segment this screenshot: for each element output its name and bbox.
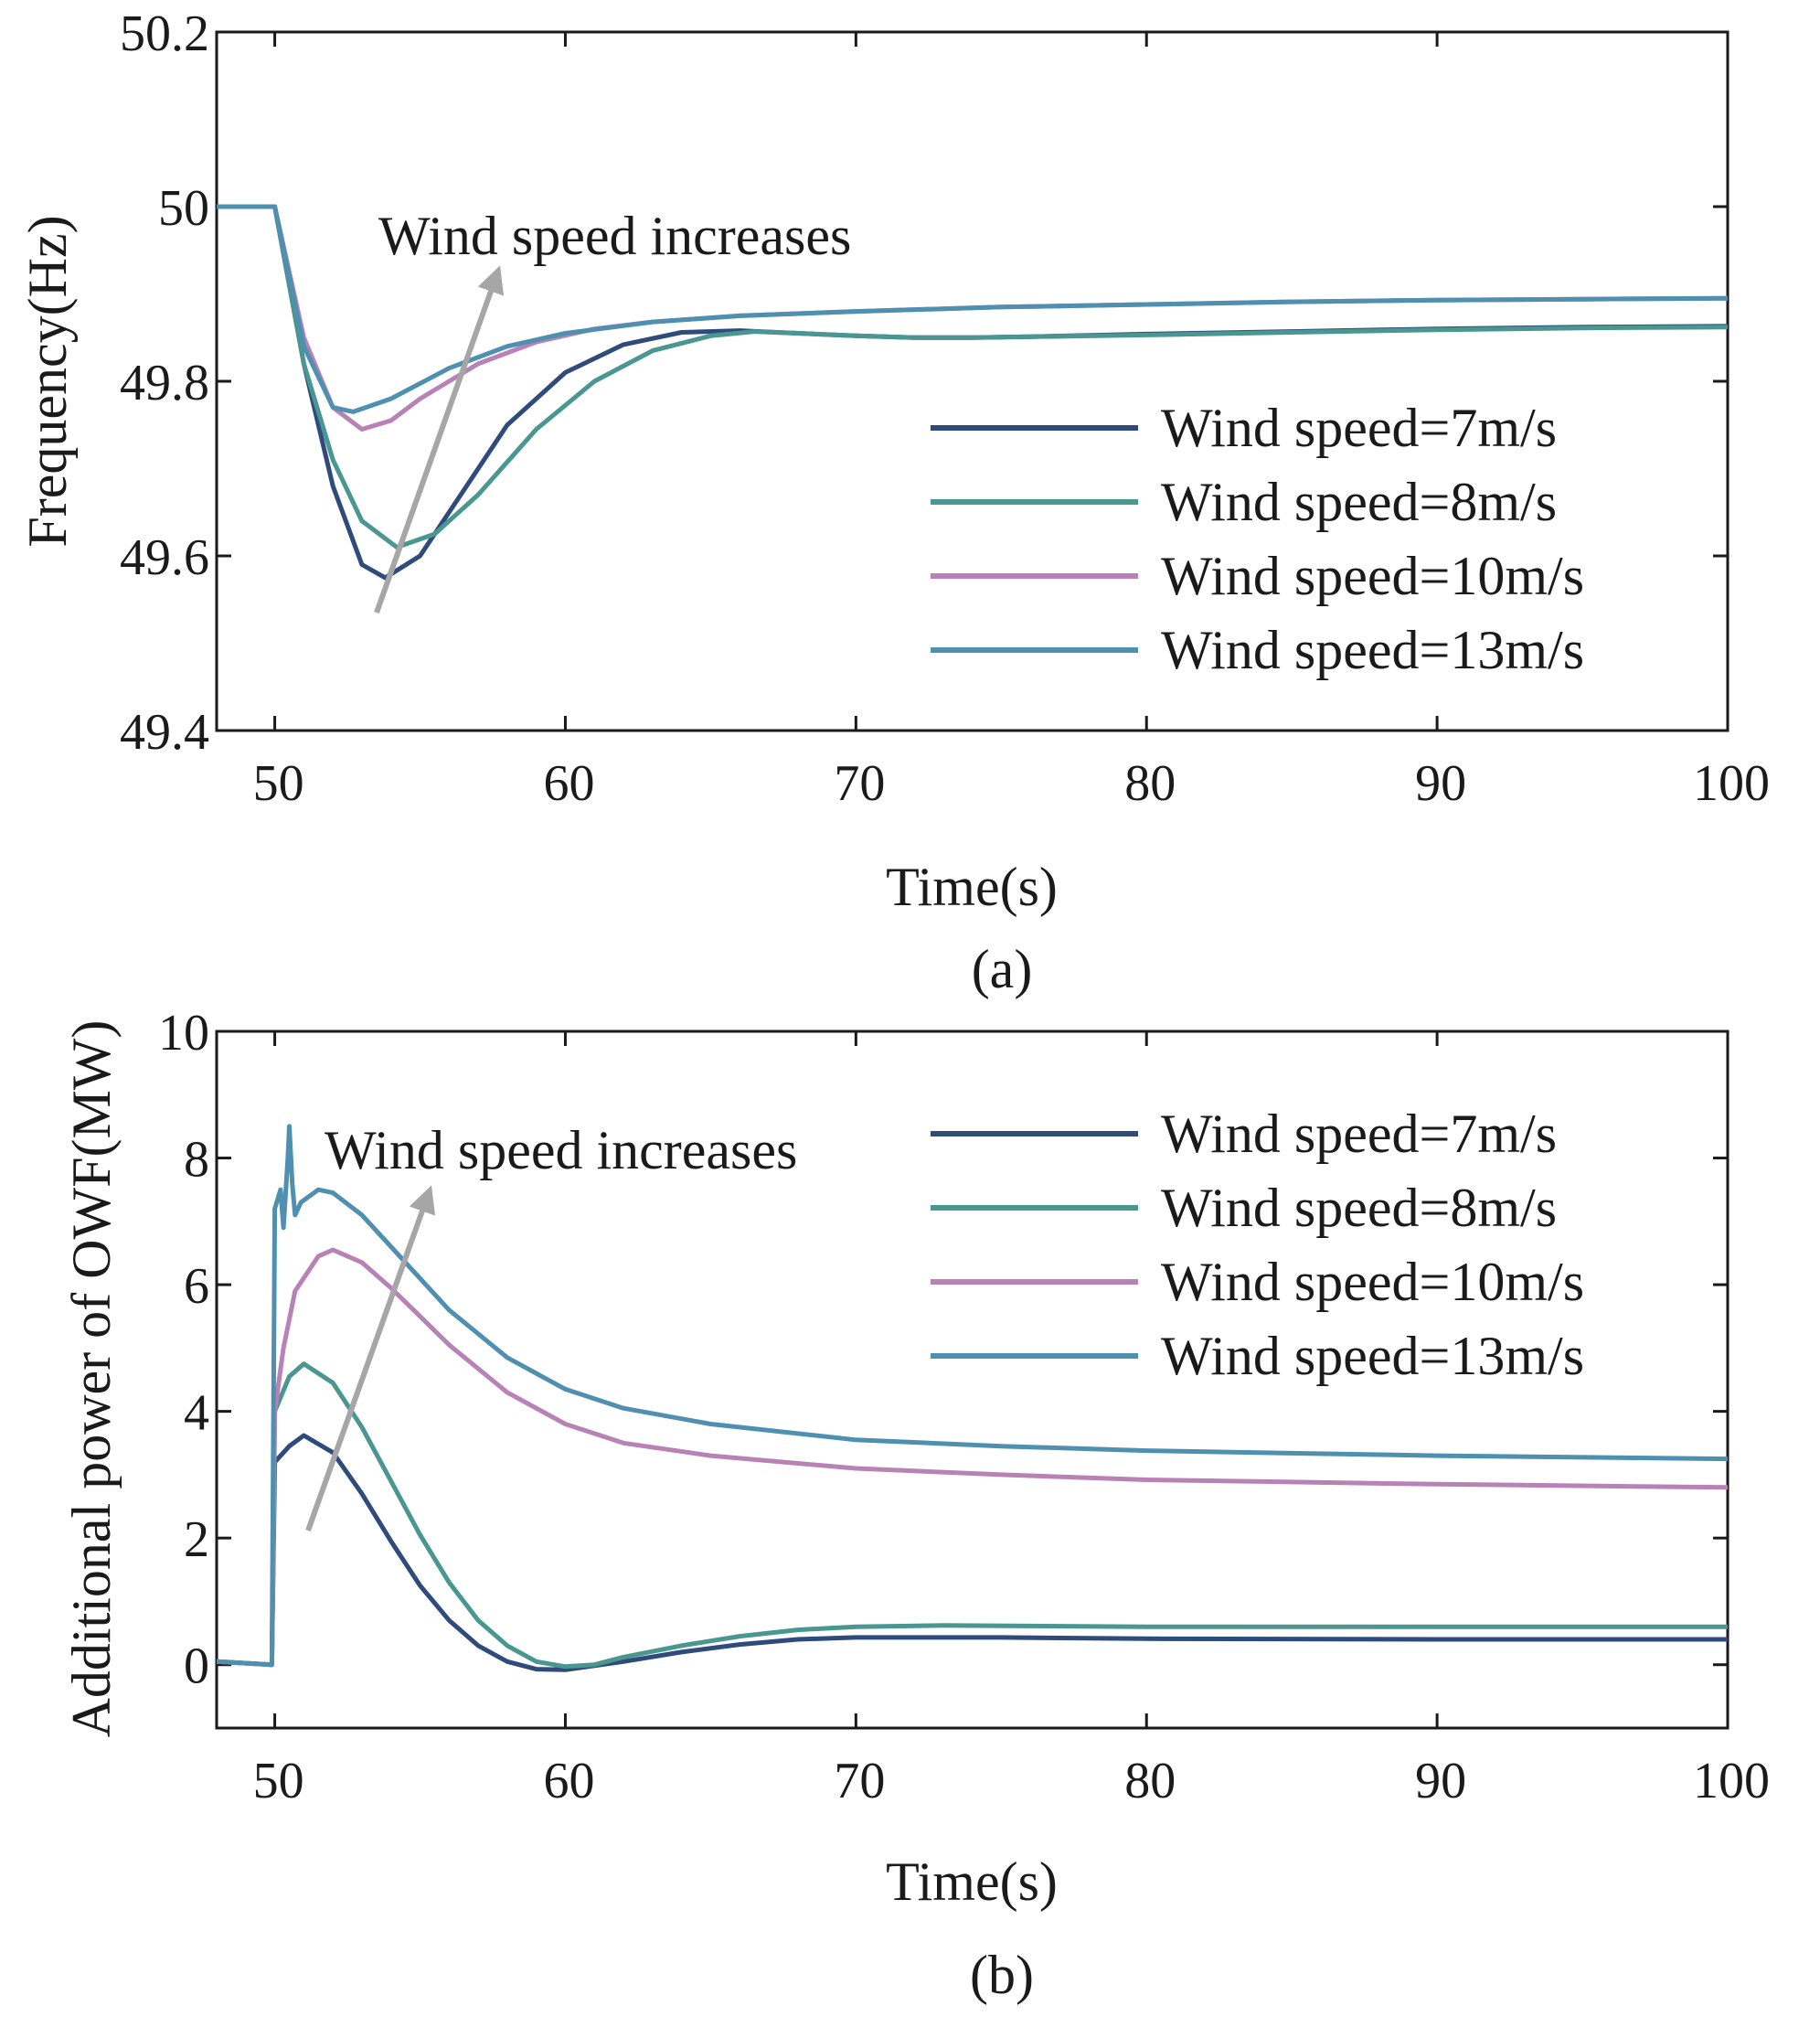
y-tick-label: 10 — [158, 1005, 209, 1062]
caption-a: (a) — [972, 939, 1033, 999]
y-tick-label: 4 — [184, 1385, 209, 1442]
legend-b: Wind speed=7m/s Wind speed=8m/s Wind speed… — [931, 1104, 1584, 1386]
legend-label-3: Wind speed=10m/s — [1161, 1252, 1584, 1312]
y-tick-label: 50.2 — [120, 5, 209, 62]
series-group-b — [217, 1124, 1728, 1672]
legend-label-2: Wind speed=8m/s — [1161, 1178, 1557, 1238]
y-tick-label: 8 — [184, 1132, 209, 1189]
series-group-a — [217, 204, 1728, 581]
y-tick-label: 2 — [184, 1511, 209, 1568]
legend-label-1: Wind speed=7m/s — [1161, 398, 1557, 458]
x-tick-label: 80 — [1124, 1753, 1176, 1809]
ylabel-b: Additional power of OWF(MW) — [61, 1020, 122, 1738]
panel-b: 50 60 70 80 90 100 0 2 4 6 8 10 Wind speed increase… — [61, 1005, 1770, 2005]
y-tick-label: 49.8 — [120, 355, 209, 411]
y-tick-label: 6 — [184, 1258, 209, 1315]
series-line-2 — [217, 204, 1728, 550]
x-tick-label: 60 — [543, 755, 594, 812]
x-tick-label: 50 — [253, 1753, 304, 1809]
x-tick-label: 90 — [1415, 1753, 1466, 1809]
ticks-a: 50 60 70 80 90 100 49.4 49.6 49.8 50 50.2 — [120, 5, 1770, 812]
series-line-3 — [217, 1247, 1728, 1668]
legend-label-4: Wind speed=13m/s — [1161, 620, 1584, 680]
legend-label-3: Wind speed=10m/s — [1161, 546, 1584, 606]
x-tick-label: 100 — [1693, 1753, 1770, 1809]
y-tick-label: 49.4 — [120, 704, 209, 761]
legend-label-4: Wind speed=13m/s — [1161, 1326, 1584, 1386]
x-tick-label: 50 — [253, 755, 304, 812]
ticks-b: 50 60 70 80 90 100 0 2 4 6 8 10 — [158, 1005, 1770, 1809]
annotation-arrow-b — [305, 1185, 436, 1532]
x-tick-label: 100 — [1693, 755, 1770, 812]
caption-b: (b) — [970, 1945, 1034, 2005]
y-tick-label: 0 — [184, 1638, 209, 1695]
panel-a: 50 60 70 80 90 100 49.4 49.6 49.8 50 50.2 Wind spe… — [17, 5, 1770, 999]
x-tick-label: 70 — [834, 1753, 885, 1809]
x-tick-label: 80 — [1124, 755, 1176, 812]
xlabel-b: Time(s) — [886, 1851, 1058, 1912]
series-line-4 — [217, 1124, 1728, 1668]
y-tick-label: 50 — [158, 180, 209, 237]
x-tick-label: 60 — [543, 1753, 594, 1809]
series-line-2 — [217, 1361, 1728, 1670]
xlabel-a: Time(s) — [886, 857, 1058, 917]
annotation-text-a: Wind speed increases — [378, 206, 851, 266]
y-tick-label: 49.6 — [120, 529, 209, 586]
legend-label-2: Wind speed=8m/s — [1161, 472, 1557, 532]
plot-frame-b — [215, 1030, 1730, 1730]
annotation-text-b: Wind speed increases — [325, 1120, 797, 1180]
x-tick-label: 90 — [1415, 755, 1466, 812]
ylabel-a: Frequency(Hz) — [17, 215, 78, 547]
series-line-1 — [217, 1433, 1728, 1672]
x-tick-label: 70 — [834, 755, 885, 812]
legend-a: Wind speed=7m/s Wind speed=8m/s Wind speed… — [931, 398, 1584, 680]
annotation-arrow-a — [374, 265, 505, 614]
legend-label-1: Wind speed=7m/s — [1161, 1104, 1557, 1164]
series-line-4 — [217, 204, 1728, 414]
